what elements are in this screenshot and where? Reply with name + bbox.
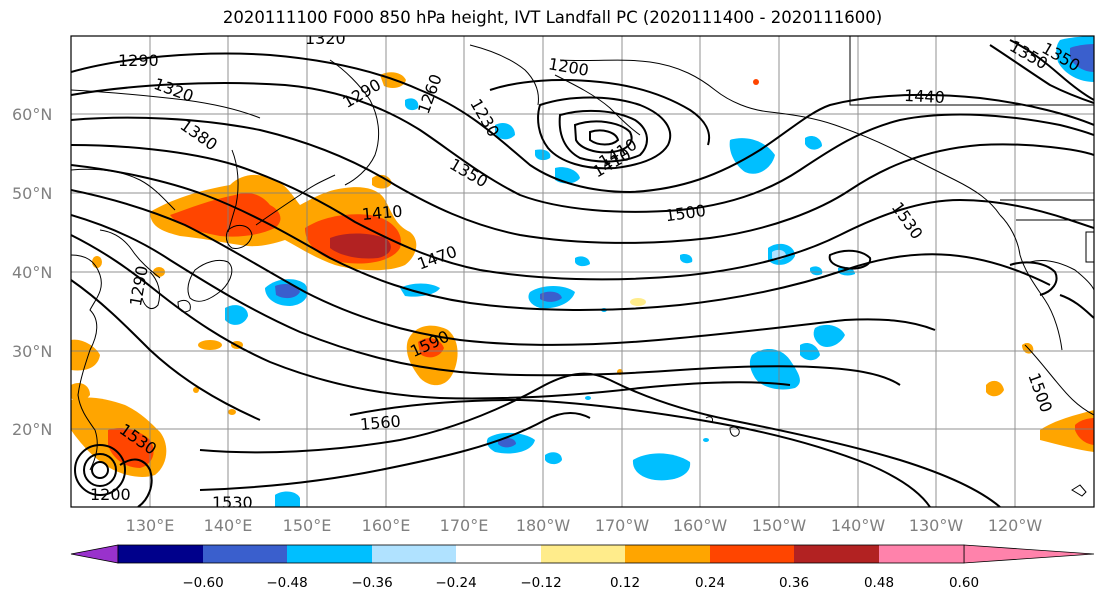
map-frame <box>70 35 1095 508</box>
colorbar: −0.60 −0.48 −0.36 −0.24 −0.12 0.12 0.24 … <box>70 544 1095 591</box>
chart-title: 2020111100 F000 850 hPa height, IVT Land… <box>222 8 883 27</box>
colorbar-tick-label: −0.48 <box>266 575 307 591</box>
colorbar-outline <box>117 544 965 564</box>
lon-label: 170°E <box>440 516 489 535</box>
colorbar-tick-label: −0.12 <box>520 575 561 591</box>
latitude-labels: 60°N 50°N 40°N 30°N 20°N <box>12 105 52 439</box>
colorbar-right-extension <box>963 544 1095 564</box>
lat-label-30n: 30°N <box>12 342 52 361</box>
colorbar-segment <box>372 545 456 563</box>
coastlines <box>71 36 1094 497</box>
lon-label: 170°W <box>595 516 650 535</box>
longitude-labels: 130°E 140°E 150°E 160°E 170°E 180°W 170°… <box>126 516 1043 535</box>
lat-label-20n: 20°N <box>12 420 52 439</box>
colorbar-tick-label: 0.12 <box>610 575 640 591</box>
colorbar-segment <box>456 545 541 563</box>
lat-label-60n: 60°N <box>12 105 52 124</box>
contour-label: 1320 <box>305 29 346 48</box>
colorbar-segment <box>203 545 287 563</box>
contour-label: 1530 <box>212 493 253 512</box>
height-contours <box>71 39 1094 507</box>
title-area: 2020111100 F000 850 hPa height, IVT Land… <box>0 0 1105 30</box>
colorbar-tick-label: −0.60 <box>182 575 223 591</box>
colorbar-segment <box>625 545 710 563</box>
colorbar-tick-label: 0.48 <box>864 575 894 591</box>
colorbar-segment <box>541 545 625 563</box>
colorbar-segment <box>287 545 372 563</box>
colorbar-segment <box>794 545 879 563</box>
lon-label: 160°W <box>673 516 728 535</box>
colorbar-tick-label: 0.24 <box>695 575 725 591</box>
lon-label: 150°W <box>752 516 807 535</box>
lon-label: 120°W <box>988 516 1043 535</box>
lon-label: 180°W <box>516 516 571 535</box>
contour-label: 1560 <box>359 412 401 434</box>
colorbar-left-extension <box>70 544 119 564</box>
colorbar-tick-labels: −0.60 −0.48 −0.36 −0.24 −0.12 0.12 0.24 … <box>182 575 979 591</box>
lon-label: 150°E <box>283 516 332 535</box>
lat-label-40n: 40°N <box>12 263 52 282</box>
contour-label: 1410 <box>361 202 403 224</box>
colorbar-tick-label: 0.60 <box>949 575 979 591</box>
graticule <box>71 36 1094 507</box>
contour-label: 1440 <box>904 86 946 107</box>
colorbar-tick-label: 0.36 <box>779 575 809 591</box>
colorbar-tick-label: −0.24 <box>435 575 476 591</box>
contour-label: 1290 <box>118 51 159 70</box>
colorbar-segment <box>118 545 203 563</box>
lon-label: 140°E <box>204 516 253 535</box>
lon-label: 140°W <box>831 516 886 535</box>
lon-label: 160°E <box>362 516 411 535</box>
colorbar-tick-label: −0.36 <box>351 575 392 591</box>
contour-label: 1200 <box>90 485 131 504</box>
ivt-negative-shading <box>225 36 1094 507</box>
colorbar-segment <box>879 545 964 563</box>
lon-label: 130°E <box>126 516 175 535</box>
lat-label-50n: 50°N <box>12 184 52 203</box>
lon-label: 130°W <box>909 516 964 535</box>
colorbar-segment <box>710 545 794 563</box>
